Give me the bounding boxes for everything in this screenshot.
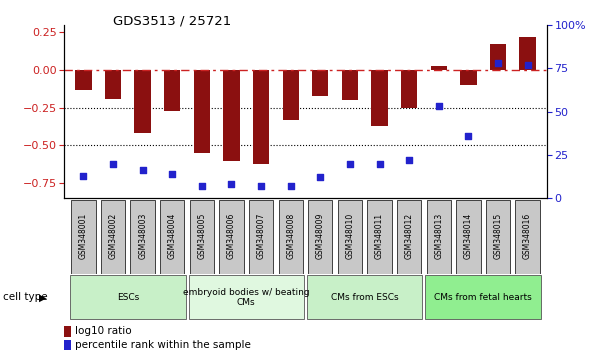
Bar [519, 37, 536, 70]
Point [404, 157, 414, 163]
Point [79, 173, 89, 178]
Bar [312, 70, 329, 96]
Text: CMs from ESCs: CMs from ESCs [331, 293, 398, 302]
Text: GSM348010: GSM348010 [345, 213, 354, 259]
FancyBboxPatch shape [367, 200, 392, 274]
Text: ▶: ▶ [38, 292, 46, 302]
Point [493, 60, 503, 66]
Text: percentile rank within the sample: percentile rank within the sample [75, 340, 251, 350]
FancyBboxPatch shape [279, 200, 303, 274]
Point [345, 161, 355, 166]
Text: GSM348007: GSM348007 [257, 213, 266, 259]
Text: GSM348011: GSM348011 [375, 213, 384, 259]
Text: GSM348016: GSM348016 [523, 213, 532, 259]
Text: GSM348001: GSM348001 [79, 213, 88, 259]
Bar [134, 70, 151, 133]
Point [137, 168, 147, 173]
Bar [194, 70, 210, 153]
Point [315, 175, 325, 180]
Point [256, 183, 266, 189]
Text: GSM348006: GSM348006 [227, 213, 236, 259]
FancyBboxPatch shape [249, 200, 273, 274]
Text: GSM348005: GSM348005 [197, 213, 207, 259]
FancyBboxPatch shape [516, 200, 540, 274]
Text: ESCs: ESCs [117, 293, 139, 302]
Point [522, 62, 532, 68]
Bar [431, 65, 447, 70]
FancyBboxPatch shape [160, 200, 185, 274]
FancyBboxPatch shape [338, 200, 362, 274]
Bar [342, 70, 358, 100]
FancyBboxPatch shape [486, 200, 510, 274]
FancyBboxPatch shape [425, 275, 541, 319]
Point [434, 103, 444, 109]
FancyBboxPatch shape [189, 200, 214, 274]
FancyBboxPatch shape [71, 200, 95, 274]
Bar [401, 70, 417, 108]
FancyBboxPatch shape [397, 200, 422, 274]
Point [227, 182, 236, 187]
FancyBboxPatch shape [189, 275, 304, 319]
Bar [371, 70, 387, 126]
Point [167, 171, 177, 177]
Point [375, 161, 384, 166]
Bar [460, 70, 477, 85]
Text: embryoid bodies w/ beating
CMs: embryoid bodies w/ beating CMs [183, 288, 310, 307]
Bar [253, 70, 269, 164]
Text: cell type: cell type [3, 292, 48, 302]
FancyBboxPatch shape [101, 200, 125, 274]
Text: CMs from fetal hearts: CMs from fetal hearts [434, 293, 532, 302]
FancyBboxPatch shape [426, 200, 451, 274]
Point [108, 161, 118, 166]
Text: GSM348012: GSM348012 [404, 213, 414, 259]
Text: GSM348003: GSM348003 [138, 213, 147, 259]
Bar [105, 70, 121, 99]
Point [286, 183, 296, 189]
FancyBboxPatch shape [307, 275, 422, 319]
Bar [282, 70, 299, 120]
Text: GSM348008: GSM348008 [286, 213, 295, 259]
FancyBboxPatch shape [131, 200, 155, 274]
Point [464, 133, 474, 139]
FancyBboxPatch shape [456, 200, 480, 274]
Bar [490, 44, 506, 70]
Text: GDS3513 / 25721: GDS3513 / 25721 [113, 14, 232, 27]
Text: GSM348014: GSM348014 [464, 213, 473, 259]
Text: GSM348015: GSM348015 [494, 213, 502, 259]
Bar [224, 70, 240, 160]
Bar [164, 70, 180, 111]
Text: GSM348013: GSM348013 [434, 213, 443, 259]
FancyBboxPatch shape [219, 200, 244, 274]
FancyBboxPatch shape [70, 275, 186, 319]
Text: log10 ratio: log10 ratio [75, 326, 132, 336]
Text: GSM348002: GSM348002 [109, 213, 117, 259]
Point [197, 183, 207, 189]
Bar [75, 70, 92, 90]
Text: GSM348004: GSM348004 [168, 213, 177, 259]
FancyBboxPatch shape [308, 200, 332, 274]
Text: GSM348009: GSM348009 [316, 213, 325, 259]
